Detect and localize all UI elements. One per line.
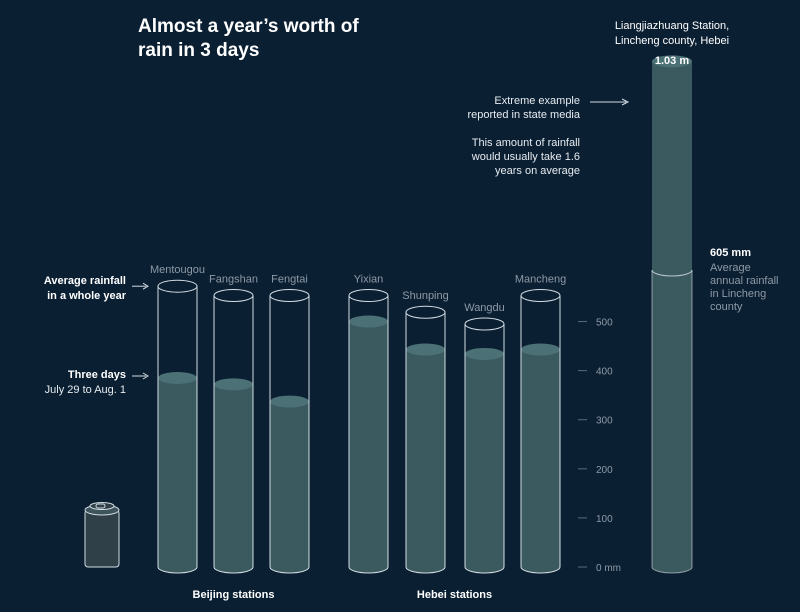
extreme-station-name-line-2: Lincheng county, Hebei	[615, 35, 729, 47]
station-shunping-glass-bottom	[405, 566, 446, 574]
extreme-note-arrow-head	[621, 98, 630, 106]
group-label-1: Beijing stations	[193, 589, 275, 601]
legend-three-day-dates-line-1: July 29 to Aug. 1	[45, 384, 126, 396]
station-mancheng-water-bottom	[521, 561, 560, 573]
station-mentougou-water-surface	[158, 372, 197, 384]
can-tab	[95, 503, 106, 509]
extreme-note-2-line-1: This amount of rainfall	[472, 137, 580, 149]
station-mancheng-label: Mancheng	[515, 274, 566, 286]
legend-three-day-title-line-1: Three days	[68, 369, 126, 381]
chart-marks	[84, 55, 693, 574]
station-fengtai-label: Fengtai	[271, 274, 308, 286]
station-fangshan-water-surface	[214, 378, 253, 391]
legend-annual-line-2: in a whole year	[47, 290, 127, 302]
station-shunping-three-day-bar	[406, 349, 445, 567]
y-tick-label-500: 500	[596, 318, 613, 329]
extreme-note-2-line-3: years on average	[495, 165, 580, 177]
station-yixian-water-bottom	[349, 561, 388, 573]
station-yixian-glass-bottom	[348, 566, 389, 574]
station-fengtai-water-bottom	[270, 561, 309, 573]
chart-text: Mentougou Fangshan Fengtai Beijing stations…	[44, 20, 779, 601]
station-yixian-three-day-bar	[349, 321, 388, 567]
station-mentougou-glass-bottom	[157, 566, 198, 574]
extreme-annual-desc-line-1: Average	[710, 262, 751, 274]
station-yixian-label: Yixian	[354, 274, 384, 286]
station-shunping-water-surface	[406, 343, 445, 356]
station-fangshan-annual-rim	[213, 289, 254, 303]
y-tick-label-400: 400	[596, 367, 613, 378]
y-tick-label-0: 0 mm	[596, 563, 621, 574]
station-wangdu-three-day-bar	[465, 353, 504, 567]
y-tick-label-300: 300	[596, 416, 613, 427]
extreme-annual-rim	[651, 269, 693, 277]
extreme-water-bottom	[652, 561, 692, 573]
can-lid	[89, 502, 115, 510]
station-shunping-water-bottom	[406, 561, 445, 573]
chart-title-line-2: rain in 3 days	[138, 40, 260, 61]
extreme-annual-desc-line-4: county	[710, 301, 743, 313]
station-yixian-annual-rim	[348, 289, 389, 303]
extreme-water-surface	[652, 55, 692, 68]
station-wangdu-annual-rim	[464, 317, 505, 331]
station-mentougou-water-bottom	[158, 561, 197, 573]
station-shunping-label: Shunping	[402, 290, 449, 302]
station-fangshan-water-bottom	[214, 561, 253, 573]
station-mancheng-annual-rim	[520, 289, 561, 303]
station-wangdu-glass-bottom	[464, 566, 505, 574]
extreme-station-name-line-1: Liangjiazhuang Station,	[615, 20, 729, 32]
station-fengtai-three-day-bar	[270, 401, 309, 567]
can-body	[84, 509, 120, 568]
soda-can-icon	[84, 502, 120, 568]
extreme-annual-label: 605 mm	[710, 247, 751, 259]
station-mentougou-annual-rim	[157, 279, 198, 293]
legend-three-day-arrow-head	[142, 372, 149, 380]
station-mentougou-label: Mentougou	[150, 264, 205, 276]
station-fangshan-label: Fangshan	[209, 274, 258, 286]
station-fangshan-glass-bottom	[213, 566, 254, 574]
extreme-value-label: 1.03 m	[655, 55, 689, 67]
group-label-2: Hebei stations	[417, 589, 492, 601]
extreme-annual-desc-line-2: annual rainfall	[710, 275, 779, 287]
station-fengtai-glass-bottom	[269, 566, 310, 574]
station-mancheng-water-surface	[521, 343, 560, 356]
extreme-note-1-line-2: reported in state media	[467, 109, 580, 121]
station-fengtai-annual-rim	[269, 289, 310, 303]
station-mancheng-glass-bottom	[520, 566, 561, 574]
extreme-annual-desc-line-3: in Lincheng	[710, 288, 766, 300]
y-tick-label-100: 100	[596, 514, 613, 525]
extreme-glass-bottom	[651, 566, 693, 574]
station-wangdu-label: Wangdu	[464, 302, 505, 314]
y-tick-label-200: 200	[596, 465, 613, 476]
extreme-three-day-bar	[652, 61, 692, 567]
station-wangdu-water-surface	[465, 347, 504, 360]
station-fangshan-three-day-bar	[214, 384, 253, 567]
station-shunping-annual-rim	[405, 305, 446, 319]
chart-title: Almost a year’s worth of rain in 3 days	[138, 15, 398, 63]
legend-annual-arrow-head	[142, 282, 149, 290]
extreme-note-1-line-1: Extreme example	[494, 95, 580, 107]
station-mancheng-three-day-bar	[521, 349, 560, 567]
chart-title-line-1: Almost a year’s worth of	[138, 16, 359, 37]
station-wangdu-water-bottom	[465, 561, 504, 573]
station-yixian-water-surface	[349, 315, 388, 328]
station-mentougou-three-day-bar	[158, 378, 197, 567]
station-fengtai-water-surface	[270, 395, 309, 408]
legend-annual-line-1: Average rainfall	[44, 275, 126, 287]
extreme-note-2-line-2: would usually take 1.6	[471, 151, 580, 163]
